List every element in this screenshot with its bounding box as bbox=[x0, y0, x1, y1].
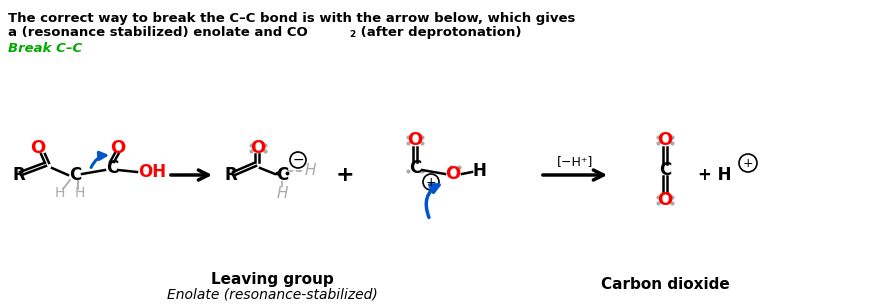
Text: H: H bbox=[305, 163, 317, 177]
Text: C: C bbox=[659, 161, 671, 179]
Text: Enolate (resonance-stabilized): Enolate (resonance-stabilized) bbox=[166, 287, 378, 301]
Text: Leaving group: Leaving group bbox=[210, 272, 334, 287]
Text: Break C–C: Break C–C bbox=[8, 42, 82, 55]
Text: +: + bbox=[335, 165, 355, 185]
Text: (after deprotonation): (after deprotonation) bbox=[356, 26, 522, 39]
Text: a (resonance stabilized) enolate and CO: a (resonance stabilized) enolate and CO bbox=[8, 26, 308, 39]
Text: O: O bbox=[251, 139, 266, 157]
Text: Carbon dioxide: Carbon dioxide bbox=[601, 277, 730, 292]
Text: +: + bbox=[426, 176, 436, 188]
Text: O: O bbox=[407, 131, 422, 149]
FancyArrowPatch shape bbox=[92, 152, 106, 168]
Text: + H: + H bbox=[698, 166, 731, 184]
Text: [−H⁺]: [−H⁺] bbox=[557, 156, 593, 168]
FancyArrowPatch shape bbox=[426, 185, 439, 217]
Text: The correct way to break the C–C bond is with the arrow below, which gives: The correct way to break the C–C bond is… bbox=[8, 12, 576, 25]
Text: O: O bbox=[31, 139, 46, 157]
Text: H: H bbox=[55, 186, 65, 200]
Text: H: H bbox=[473, 162, 487, 180]
Text: 2: 2 bbox=[349, 30, 356, 39]
Text: O: O bbox=[657, 131, 672, 149]
Text: C: C bbox=[275, 166, 288, 184]
Text: R: R bbox=[12, 166, 25, 184]
Text: O: O bbox=[657, 191, 672, 209]
Text: O: O bbox=[445, 165, 460, 183]
Text: R: R bbox=[225, 166, 238, 184]
Text: H: H bbox=[276, 185, 288, 201]
Text: H: H bbox=[75, 186, 85, 200]
Text: −: − bbox=[292, 153, 304, 167]
Text: C: C bbox=[106, 159, 118, 177]
Text: OH: OH bbox=[138, 163, 166, 181]
Text: O: O bbox=[110, 139, 126, 157]
Text: C: C bbox=[409, 159, 422, 177]
Text: C: C bbox=[69, 166, 81, 184]
Text: +: + bbox=[743, 156, 753, 169]
